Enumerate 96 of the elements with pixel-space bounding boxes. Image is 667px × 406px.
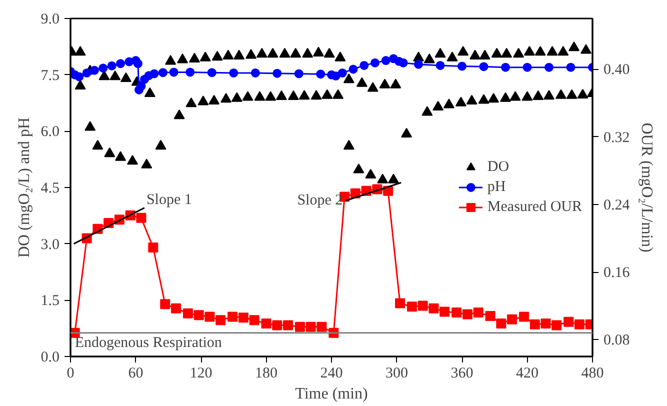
x-tick-label: 360: [450, 366, 474, 382]
point: [136, 212, 146, 223]
point: [169, 68, 178, 77]
point: [90, 66, 99, 75]
point: [316, 70, 326, 79]
y2-tick-label: 0.40: [604, 62, 630, 78]
point: [186, 68, 195, 77]
x-axis-title: Time (min): [295, 386, 368, 402]
point: [518, 312, 529, 322]
y-tick-label: 3.0: [40, 236, 60, 253]
point: [574, 319, 584, 330]
point: [294, 69, 304, 78]
point: [98, 64, 108, 73]
point: [116, 59, 126, 68]
point: [306, 322, 316, 332]
point: [204, 312, 215, 322]
point: [522, 62, 532, 72]
x-tick-label: 420: [516, 366, 538, 382]
point: [216, 315, 226, 326]
series-label: Slope 2: [297, 192, 343, 209]
point: [566, 62, 576, 72]
point: [283, 320, 293, 330]
point: [564, 316, 574, 327]
point: [485, 310, 496, 321]
point: [229, 68, 238, 78]
point: [158, 68, 168, 78]
y-tick-label: 0.0: [40, 350, 60, 366]
point: [501, 62, 510, 72]
point: [338, 68, 347, 78]
point: [440, 306, 450, 317]
point: [418, 300, 428, 311]
point: [479, 62, 488, 72]
point: [348, 64, 358, 74]
point: [261, 318, 272, 329]
point: [395, 298, 406, 308]
point: [238, 312, 248, 323]
point: [507, 314, 518, 324]
point: [436, 60, 445, 70]
point: [360, 60, 369, 70]
x-tick-label: 120: [190, 366, 212, 382]
legend-label: pH: [487, 178, 507, 196]
point: [182, 308, 193, 318]
point: [170, 303, 181, 314]
point: [160, 299, 170, 310]
point: [74, 72, 84, 82]
point: [148, 242, 158, 252]
point: [194, 310, 204, 320]
point: [150, 69, 159, 78]
point: [428, 303, 439, 314]
point: [249, 315, 260, 326]
point: [294, 322, 305, 332]
x-tick-label: 480: [581, 366, 604, 382]
y-tick-label: 9.0: [40, 12, 60, 28]
ref-line-label: Endogenous Respiration: [74, 334, 222, 351]
x-tick-label: 60: [128, 366, 144, 382]
point: [552, 320, 562, 330]
point: [540, 318, 551, 329]
point: [316, 322, 327, 332]
y-tick-label: 1.5: [40, 293, 60, 310]
y2-tick-label: 0.24: [604, 197, 630, 214]
y-tick-label: 4.5: [40, 180, 60, 196]
series-label: Slope 1: [146, 192, 192, 208]
point: [82, 68, 92, 78]
y2-axis-title: OUR (mgO₂/L/min): [638, 122, 655, 252]
y2-tick-label: 0.08: [604, 332, 630, 349]
y2-tick-label: 0.16: [604, 265, 630, 281]
point: [136, 82, 146, 91]
x-tick-label: 240: [320, 366, 343, 382]
point: [414, 60, 423, 69]
x-tick-label: 0: [66, 366, 74, 382]
legend-label: DO: [487, 158, 510, 176]
point: [458, 62, 466, 71]
x-tick-label: 180: [255, 366, 278, 382]
y-tick-label: 6.0: [40, 124, 60, 140]
point: [381, 56, 390, 66]
point: [544, 62, 554, 72]
point: [496, 318, 506, 329]
point: [452, 308, 462, 318]
point: [228, 312, 238, 322]
point: [406, 302, 417, 312]
point: [272, 320, 282, 330]
point: [530, 319, 540, 330]
point: [107, 61, 116, 70]
x-tick-label: 300: [386, 366, 408, 382]
legend-label: Measured OUR: [487, 198, 582, 216]
y-tick-label: 7.5: [40, 68, 60, 84]
point: [133, 59, 142, 68]
point: [473, 308, 484, 318]
point: [462, 309, 472, 320]
y2-tick-label: 0.32: [604, 130, 630, 146]
point: [207, 68, 216, 78]
y-axis-title: DO (mgO₂/L) and pH: [16, 116, 33, 258]
point: [250, 68, 260, 78]
point: [398, 58, 408, 68]
point: [370, 58, 380, 68]
point: [272, 68, 282, 78]
